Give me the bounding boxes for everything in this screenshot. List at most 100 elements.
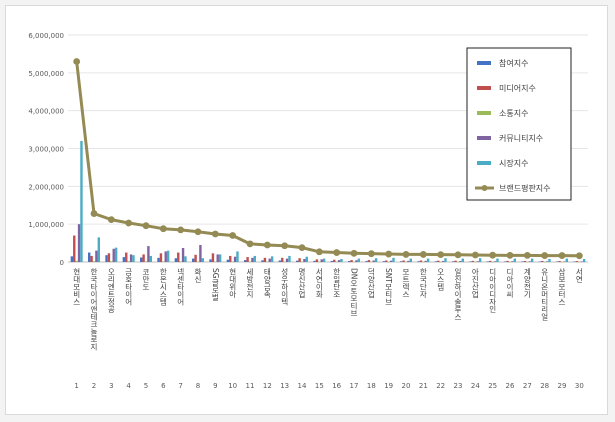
rank-label: 7 <box>178 382 182 390</box>
brand-index-point <box>90 210 98 217</box>
legend-swatch <box>477 136 491 140</box>
x-tick-label: 세방전지 <box>246 268 255 300</box>
bar-2 <box>315 259 319 262</box>
bar-4 <box>129 254 133 262</box>
bar-3 <box>439 261 442 263</box>
y-tick-label: 6,000,000 <box>28 32 64 40</box>
bar-2 <box>437 260 440 262</box>
bar-3 <box>110 261 113 262</box>
bar-4 <box>476 261 479 262</box>
bar-5 <box>340 258 343 262</box>
bar-3 <box>352 261 356 263</box>
bar-3 <box>300 261 304 263</box>
x-tick-label: 명신산업 <box>298 267 307 299</box>
bar-3 <box>578 261 581 263</box>
bar-5 <box>444 258 447 262</box>
bar-5 <box>565 258 568 262</box>
x-tick-label: 서연이화 <box>315 268 324 300</box>
bar-1 <box>365 261 368 262</box>
rank-label: 11 <box>246 382 255 390</box>
bar-5 <box>184 256 187 262</box>
bar-3 <box>404 261 408 263</box>
rank-label: 9 <box>213 382 217 390</box>
bar-4 <box>199 244 202 262</box>
bar-1 <box>174 258 178 262</box>
x-tick-label: 한국단자 <box>419 268 428 300</box>
bar-4 <box>216 254 219 262</box>
brand-index-point <box>107 216 115 224</box>
brand-index-point <box>315 248 323 256</box>
legend-swatch <box>477 61 491 65</box>
bar-3 <box>214 261 217 263</box>
bar-1 <box>400 261 403 262</box>
bar-3 <box>162 261 165 262</box>
bar-1 <box>313 260 316 262</box>
bar-1 <box>417 261 420 262</box>
bar-3 <box>508 261 512 263</box>
bar-1 <box>88 252 91 262</box>
bar-5 <box>322 258 326 262</box>
rank-label: 8 <box>196 382 200 390</box>
bar-2 <box>402 260 405 262</box>
bar-3 <box>283 261 286 263</box>
rank-label: 28 <box>540 382 549 390</box>
bar-2 <box>523 260 527 262</box>
bar-1 <box>504 261 507 262</box>
bar-3 <box>196 261 200 263</box>
bar-3 <box>526 261 529 263</box>
bar-1 <box>226 259 230 262</box>
y-tick-label: 1,000,000 <box>28 221 64 229</box>
rank-label: 4 <box>126 382 131 390</box>
bar-2 <box>194 254 197 262</box>
x-tick-label: 한일단조 <box>332 268 341 298</box>
bar-5 <box>513 258 516 262</box>
bar-4 <box>545 261 549 262</box>
bar-2 <box>419 260 423 262</box>
bar-1 <box>157 257 160 262</box>
brand-index-point <box>350 249 358 257</box>
bar-4 <box>355 260 358 262</box>
rank-label: 14 <box>298 382 307 390</box>
bar-5 <box>478 258 482 262</box>
bar-4 <box>511 261 514 262</box>
bar-5 <box>149 255 152 262</box>
brand-index-point <box>194 228 202 236</box>
x-tick-label: 디아이씨 <box>506 268 515 299</box>
brand-index-point <box>419 251 427 258</box>
bar-1 <box>452 261 455 262</box>
brand-index-point <box>177 226 185 234</box>
brand-index-point <box>125 219 133 227</box>
rank-label: 12 <box>263 382 272 390</box>
bar-5 <box>426 258 430 262</box>
bar-1 <box>105 255 108 262</box>
rank-label: 21 <box>419 382 428 390</box>
bar-5 <box>253 255 256 262</box>
bar-3 <box>75 260 78 262</box>
rank-label: 17 <box>350 382 359 390</box>
bar-2 <box>246 257 249 262</box>
bar-2 <box>107 253 111 262</box>
y-tick-label: 2,000,000 <box>28 183 64 191</box>
rank-label: 15 <box>315 382 324 390</box>
legend-label: 소통지수 <box>499 109 528 118</box>
x-tick-label: 성우하이텍 <box>280 268 289 307</box>
bar-1 <box>296 260 299 262</box>
brand-index-point <box>437 251 445 259</box>
bar-5 <box>530 258 534 262</box>
bar-1 <box>573 261 576 263</box>
bar-2 <box>558 261 561 262</box>
bar-1 <box>382 261 386 262</box>
brand-index-point <box>506 251 514 259</box>
legend-swatch <box>477 111 491 115</box>
bar-5 <box>392 257 395 262</box>
rank-label: 19 <box>384 382 393 390</box>
rank-label: 29 <box>558 382 567 390</box>
bar-5 <box>374 258 378 262</box>
rank-label: 25 <box>488 382 497 390</box>
rank-label: 3 <box>109 382 113 390</box>
brand-index-point <box>541 252 549 259</box>
bar-5 <box>236 251 239 262</box>
x-tick-label: 유니온머티리얼 <box>540 268 549 321</box>
rank-label: 5 <box>144 382 148 390</box>
